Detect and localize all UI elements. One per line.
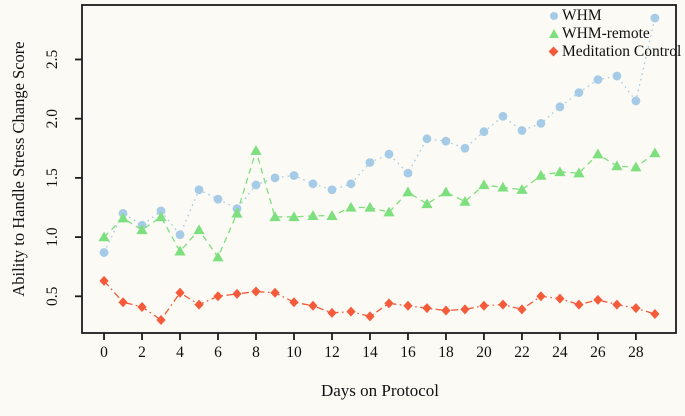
triangle-marker-icon: [545, 29, 562, 38]
circle-marker-icon: [545, 11, 562, 20]
svg-text:1.5: 1.5: [44, 168, 61, 188]
svg-text:26: 26: [590, 344, 606, 361]
svg-text:12: 12: [324, 344, 340, 361]
svg-text:18: 18: [438, 344, 454, 361]
legend-label: WHM-remote: [562, 25, 650, 42]
svg-text:0.5: 0.5: [44, 286, 61, 306]
plot-border: [81, 4, 677, 334]
legend-label: Meditation Control: [562, 43, 682, 60]
svg-text:20: 20: [476, 344, 492, 361]
svg-text:4: 4: [176, 344, 184, 361]
x-axis-title: Days on Protocol: [320, 381, 440, 400]
svg-text:28: 28: [628, 344, 644, 361]
svg-text:8: 8: [252, 344, 260, 361]
svg-text:2.5: 2.5: [44, 50, 61, 70]
svg-text:2.0: 2.0: [44, 109, 61, 129]
svg-text:16: 16: [400, 344, 416, 361]
series-whm: [99, 13, 660, 257]
legend: WHM WHM-remote Meditation Control: [545, 8, 681, 59]
legend-item-meditation-control: Meditation Control: [545, 44, 681, 59]
svg-text:14: 14: [362, 344, 378, 361]
svg-text:24: 24: [552, 344, 568, 361]
series-whm-remote: [98, 145, 661, 262]
y-axis-title: Ability to Handle Stress Change Score: [9, 41, 28, 297]
series-meditation-control: [99, 275, 660, 325]
x-axis: 0 2 4 6 8 10 12 14 16 18 20 22 24 26 28: [100, 333, 644, 361]
svg-text:10: 10: [286, 344, 302, 361]
svg-text:0: 0: [100, 344, 108, 361]
svg-text:1.0: 1.0: [44, 227, 61, 247]
legend-label: WHM: [562, 7, 602, 24]
svg-text:6: 6: [214, 344, 222, 361]
svg-text:22: 22: [514, 344, 530, 361]
legend-item-whm-remote: WHM-remote: [545, 26, 681, 41]
svg-text:2: 2: [138, 344, 146, 361]
legend-item-whm: WHM: [545, 8, 681, 23]
diamond-marker-icon: [545, 46, 562, 57]
y-axis: 0.5 1.0 1.5 2.0 2.5: [44, 50, 82, 306]
